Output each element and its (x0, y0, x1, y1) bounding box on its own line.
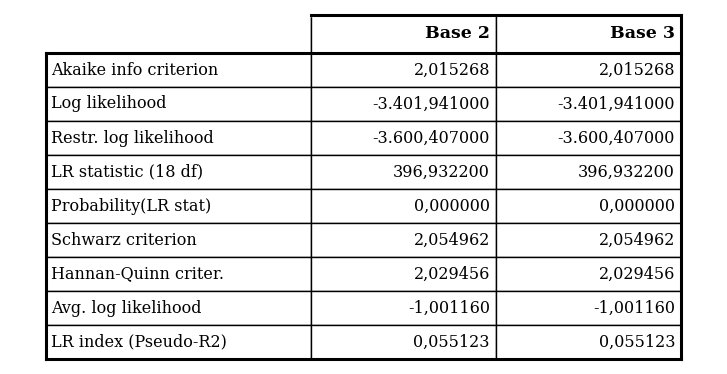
Text: 2,054962: 2,054962 (414, 232, 490, 248)
Text: -1,001160: -1,001160 (408, 300, 490, 316)
Text: Base 2: Base 2 (425, 25, 490, 43)
Bar (311, 15, 496, 53)
Bar (311, 189, 496, 223)
Bar (46, 223, 311, 257)
Text: -3.600,407000: -3.600,407000 (558, 129, 675, 147)
Bar (496, 325, 681, 359)
Bar (496, 15, 681, 53)
Text: Avg. log likelihood: Avg. log likelihood (51, 300, 201, 316)
Bar (311, 257, 496, 291)
Bar (496, 155, 681, 189)
Text: 396,932200: 396,932200 (578, 163, 675, 181)
Text: -3.401,941000: -3.401,941000 (372, 95, 490, 113)
Bar (311, 87, 496, 121)
Text: -1,001160: -1,001160 (593, 300, 675, 316)
Bar (496, 189, 681, 223)
Bar (46, 87, 311, 121)
Text: Hannan-Quinn criter.: Hannan-Quinn criter. (51, 266, 224, 282)
Bar (46, 189, 311, 223)
Text: Akaike info criterion: Akaike info criterion (51, 61, 218, 79)
Text: 2,029456: 2,029456 (414, 266, 490, 282)
Bar (46, 121, 311, 155)
Bar (496, 223, 681, 257)
Text: 0,000000: 0,000000 (414, 197, 490, 215)
Bar (46, 15, 311, 53)
Text: 2,015268: 2,015268 (414, 61, 490, 79)
Bar (311, 325, 496, 359)
Text: Schwarz criterion: Schwarz criterion (51, 232, 197, 248)
Text: LR index (Pseudo-R2): LR index (Pseudo-R2) (51, 334, 227, 350)
Text: 2,029456: 2,029456 (598, 266, 675, 282)
Text: Restr. log likelihood: Restr. log likelihood (51, 129, 214, 147)
Text: 0,055123: 0,055123 (598, 334, 675, 350)
Bar (311, 291, 496, 325)
Text: 2,015268: 2,015268 (598, 61, 675, 79)
Text: 0,000000: 0,000000 (599, 197, 675, 215)
Bar (311, 223, 496, 257)
Bar (311, 155, 496, 189)
Bar (46, 155, 311, 189)
Bar (46, 53, 311, 87)
Text: 396,932200: 396,932200 (393, 163, 490, 181)
Text: Log likelihood: Log likelihood (51, 95, 166, 113)
Text: -3.401,941000: -3.401,941000 (558, 95, 675, 113)
Bar (46, 257, 311, 291)
Bar (496, 53, 681, 87)
Text: Probability(LR stat): Probability(LR stat) (51, 197, 212, 215)
Bar (311, 121, 496, 155)
Bar (496, 291, 681, 325)
Text: Base 3: Base 3 (610, 25, 675, 43)
Bar (46, 291, 311, 325)
Text: 0,055123: 0,055123 (414, 334, 490, 350)
Bar (496, 121, 681, 155)
Text: LR statistic (18 df): LR statistic (18 df) (51, 163, 203, 181)
Text: -3.600,407000: -3.600,407000 (373, 129, 490, 147)
Text: 2,054962: 2,054962 (598, 232, 675, 248)
Bar (496, 257, 681, 291)
Bar (496, 87, 681, 121)
Bar (46, 325, 311, 359)
Bar (311, 53, 496, 87)
